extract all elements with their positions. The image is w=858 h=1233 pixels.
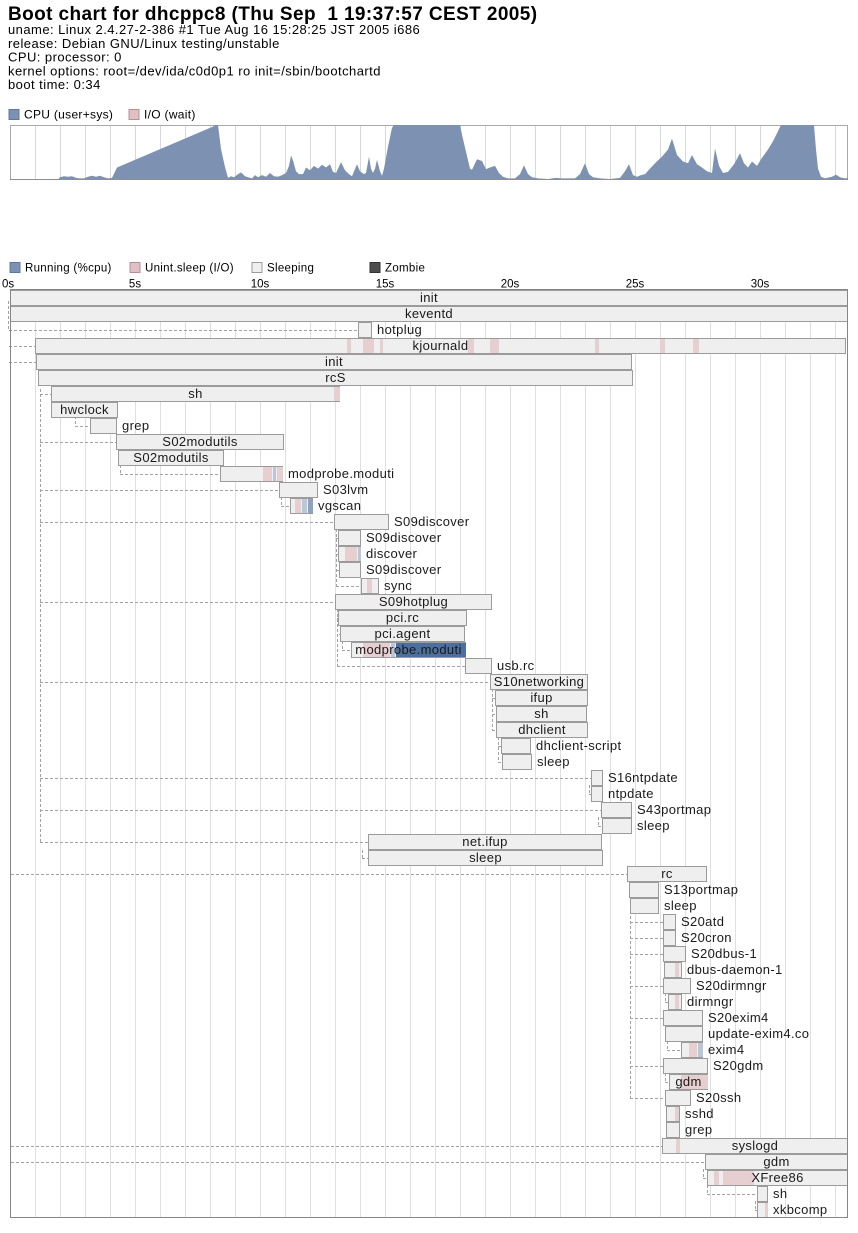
svg-text:pci.rc: pci.rc: [386, 610, 419, 625]
svg-text:S20gdm: S20gdm: [713, 1058, 764, 1073]
svg-text:S20cron: S20cron: [681, 930, 732, 945]
svg-text:Running (%cpu): Running (%cpu): [25, 263, 112, 275]
svg-text:CPU (user+sys): CPU (user+sys): [24, 108, 113, 122]
svg-text:5s: 5s: [129, 279, 141, 291]
svg-text:20s: 20s: [501, 279, 520, 291]
svg-text:Boot chart for dhcppc8 (Thu Se: Boot chart for dhcppc8 (Thu Sep 1 19:37:…: [8, 4, 537, 25]
svg-text:dhclient-script: dhclient-script: [536, 738, 621, 753]
svg-text:hotplug: hotplug: [377, 322, 422, 337]
svg-text:init: init: [420, 290, 438, 305]
svg-text:Unint.sleep (I/O): Unint.sleep (I/O): [145, 263, 234, 275]
svg-text:S20exim4: S20exim4: [708, 1010, 769, 1025]
svg-text:CPU: processor: 0: CPU: processor: 0: [8, 50, 122, 65]
svg-text:S02modutils: S02modutils: [133, 450, 209, 465]
svg-text:10s: 10s: [251, 279, 270, 291]
svg-text:S43portmap: S43portmap: [637, 802, 711, 817]
svg-text:Sleeping: Sleeping: [267, 263, 314, 275]
svg-text:25s: 25s: [626, 279, 645, 291]
svg-text:S09discover: S09discover: [366, 562, 442, 577]
svg-text:sh: sh: [534, 706, 548, 721]
svg-text:S13portmap: S13portmap: [664, 882, 738, 897]
svg-text:net.ifup: net.ifup: [462, 834, 507, 849]
svg-text:sh: sh: [188, 386, 202, 401]
svg-text:ntpdate: ntpdate: [608, 786, 654, 801]
svg-text:init: init: [325, 354, 343, 369]
svg-text:S20dirmngr: S20dirmngr: [696, 978, 767, 993]
svg-text:kernel options: root=/dev/ida/: kernel options: root=/dev/ida/c0d0p1 ro …: [8, 63, 381, 78]
svg-text:grep: grep: [685, 1122, 712, 1137]
svg-text:grep: grep: [122, 418, 149, 433]
svg-text:modprobe.moduti: modprobe.moduti: [355, 642, 461, 657]
svg-text:sleep: sleep: [637, 818, 670, 833]
svg-text:S16ntpdate: S16ntpdate: [608, 770, 678, 785]
svg-text:S02modutils: S02modutils: [162, 434, 238, 449]
svg-text:exim4: exim4: [708, 1042, 744, 1057]
svg-text:S09hotplug: S09hotplug: [379, 594, 448, 609]
svg-text:30s: 30s: [751, 279, 770, 291]
svg-text:I/O (wait): I/O (wait): [144, 108, 196, 122]
svg-text:dirmngr: dirmngr: [687, 994, 734, 1009]
svg-text:S20dbus-1: S20dbus-1: [691, 946, 757, 961]
svg-text:vgscan: vgscan: [318, 498, 361, 513]
svg-text:dbus-daemon-1: dbus-daemon-1: [687, 962, 783, 977]
svg-text:15s: 15s: [376, 279, 395, 291]
svg-text:release: Debian GNU/Linux test: release: Debian GNU/Linux testing/unstab…: [8, 36, 280, 51]
svg-text:boot time: 0:34: boot time: 0:34: [8, 77, 101, 92]
svg-text:hwclock: hwclock: [60, 402, 109, 417]
svg-text:sync: sync: [384, 578, 412, 593]
svg-text:S10networking: S10networking: [494, 674, 585, 689]
svg-text:gdm: gdm: [675, 1074, 701, 1089]
svg-text:sh: sh: [773, 1186, 787, 1201]
svg-text:Zombie: Zombie: [385, 263, 425, 275]
svg-text:update-exim4.co: update-exim4.co: [708, 1026, 809, 1041]
svg-text:xkbcomp: xkbcomp: [773, 1202, 827, 1217]
svg-text:rcS: rcS: [325, 370, 346, 385]
svg-text:S20ssh: S20ssh: [696, 1090, 741, 1105]
svg-text:ifup: ifup: [530, 690, 552, 705]
svg-text:S09discover: S09discover: [394, 514, 470, 529]
svg-text:S09discover: S09discover: [366, 530, 442, 545]
svg-text:dhclient: dhclient: [518, 722, 566, 737]
svg-text:syslogd: syslogd: [732, 1138, 779, 1153]
svg-text:sshd: sshd: [685, 1106, 714, 1121]
svg-text:modprobe.moduti: modprobe.moduti: [288, 466, 394, 481]
svg-text:S03lvm: S03lvm: [323, 482, 368, 497]
svg-text:kjournald: kjournald: [413, 338, 469, 353]
svg-text:sleep: sleep: [664, 898, 697, 913]
svg-text:rc: rc: [661, 866, 673, 881]
svg-text:discover: discover: [366, 546, 418, 561]
svg-text:usb.rc: usb.rc: [497, 658, 535, 673]
svg-text:S20atd: S20atd: [681, 914, 724, 929]
svg-text:XFree86: XFree86: [751, 1170, 803, 1185]
svg-text:0s: 0s: [2, 279, 14, 291]
svg-text:uname: Linux 2.4.27-2-386 #1 T: uname: Linux 2.4.27-2-386 #1 Tue Aug 16 …: [8, 22, 420, 37]
svg-text:gdm: gdm: [763, 1154, 789, 1169]
svg-text:sleep: sleep: [469, 850, 502, 865]
svg-text:sleep: sleep: [537, 754, 570, 769]
svg-text:keventd: keventd: [405, 306, 453, 321]
svg-text:pci.agent: pci.agent: [375, 626, 431, 641]
